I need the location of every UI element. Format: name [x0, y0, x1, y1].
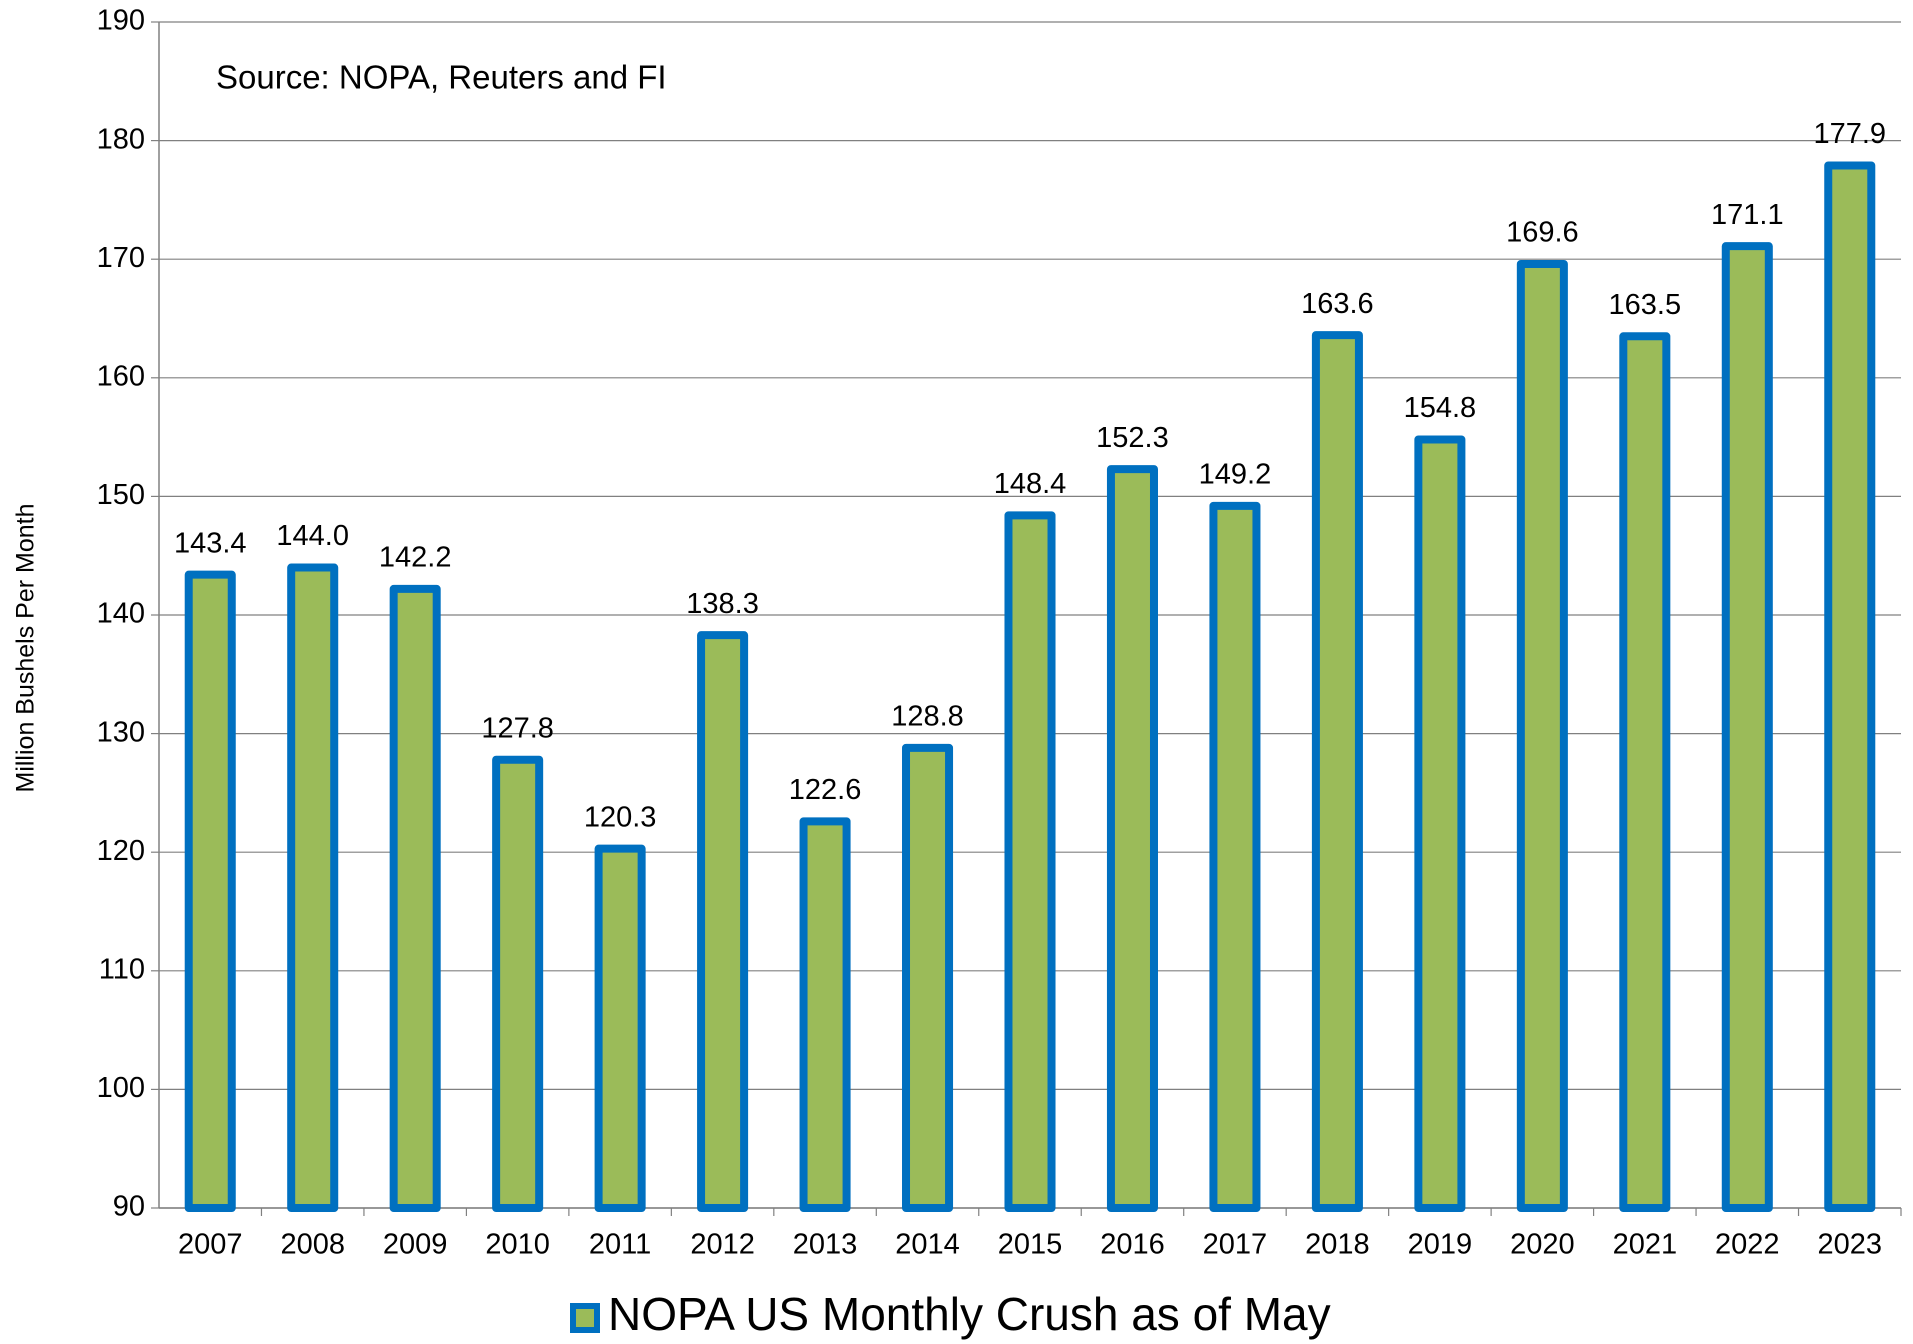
x-tick-label: 2011 — [589, 1229, 651, 1261]
data-label: 142.2 — [379, 542, 452, 574]
bar — [1516, 259, 1568, 1213]
x-tick-label: 2014 — [895, 1229, 960, 1261]
x-tick-label: 2017 — [1203, 1229, 1268, 1261]
y-tick-label: 100 — [97, 1072, 145, 1104]
bar — [594, 844, 646, 1213]
bar — [799, 817, 851, 1212]
bar — [389, 584, 441, 1212]
data-label: 143.4 — [174, 527, 247, 559]
y-tick-label: 150 — [97, 479, 145, 511]
y-tick-label: 160 — [97, 360, 145, 392]
y-tick-label: 130 — [97, 716, 145, 748]
bar — [1209, 501, 1261, 1212]
data-label: 171.1 — [1711, 199, 1784, 231]
bar — [184, 570, 236, 1212]
bar — [492, 755, 544, 1213]
x-tick-label: 2021 — [1613, 1229, 1678, 1261]
x-tick-label: 2007 — [178, 1229, 243, 1261]
x-tick-label: 2016 — [1100, 1229, 1165, 1261]
x-tick-label: 2010 — [485, 1229, 550, 1261]
data-label: 122.6 — [789, 774, 862, 806]
x-tick-label: 2015 — [998, 1229, 1063, 1261]
data-label: 128.8 — [891, 700, 964, 732]
x-tick-label: 2023 — [1818, 1229, 1883, 1261]
data-label: 163.6 — [1301, 288, 1374, 320]
y-tick-label: 90 — [113, 1191, 145, 1223]
data-label: 149.2 — [1199, 459, 1272, 491]
x-tick-label: 2009 — [383, 1229, 448, 1261]
x-tick-label: 2008 — [280, 1229, 345, 1261]
legend-marker — [570, 1303, 600, 1333]
bar — [1311, 331, 1363, 1212]
data-label: 120.3 — [584, 801, 657, 833]
data-label: 152.3 — [1096, 422, 1169, 454]
bar — [1414, 435, 1466, 1212]
x-tick-label: 2013 — [793, 1229, 858, 1261]
data-label: 148.4 — [994, 468, 1067, 500]
x-tick-label: 2020 — [1510, 1229, 1575, 1261]
y-tick-label: 170 — [97, 242, 145, 274]
x-tick-label: 2012 — [690, 1229, 755, 1261]
y-tick-label: 140 — [97, 598, 145, 630]
bar — [287, 563, 339, 1212]
data-label: 177.9 — [1813, 118, 1886, 150]
bar — [1619, 332, 1671, 1213]
y-tick-label: 110 — [99, 953, 145, 985]
y-tick-label: 120 — [97, 835, 145, 867]
data-label: 138.3 — [686, 588, 759, 620]
bar — [1106, 465, 1158, 1212]
x-tick-label: 2019 — [1408, 1229, 1473, 1261]
y-tick-label: 190 — [97, 5, 145, 37]
x-tick-label: 2018 — [1305, 1229, 1370, 1261]
bar — [697, 631, 749, 1212]
y-tick-label: 180 — [97, 123, 145, 155]
data-label: 144.0 — [276, 520, 349, 552]
data-label: 154.8 — [1404, 392, 1477, 424]
bar — [1824, 161, 1876, 1213]
bar — [1004, 511, 1056, 1212]
legend-label: NOPA US Monthly Crush as of May — [608, 1288, 1331, 1340]
data-label: 163.5 — [1609, 289, 1682, 321]
data-label: 169.6 — [1506, 217, 1579, 249]
bar — [902, 743, 954, 1212]
data-label: 127.8 — [481, 712, 554, 744]
bar — [1721, 242, 1773, 1213]
annotation: Source: NOPA, Reuters and FI — [216, 59, 667, 96]
y-axis-label: Million Bushels Per Month — [12, 503, 40, 792]
x-tick-label: 2022 — [1715, 1229, 1780, 1261]
